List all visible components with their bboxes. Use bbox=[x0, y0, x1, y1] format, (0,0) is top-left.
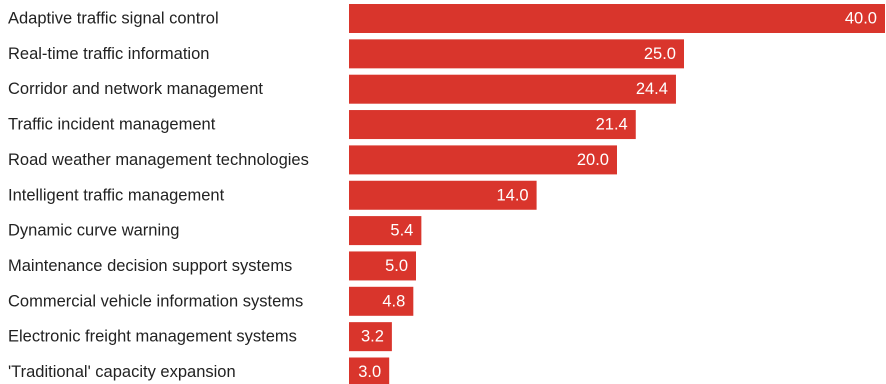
value-label: 5.4 bbox=[390, 222, 413, 240]
value-label: 14.0 bbox=[496, 186, 528, 204]
category-label: Commercial vehicle information systems bbox=[8, 292, 303, 310]
category-label: Adaptive traffic signal control bbox=[8, 10, 219, 28]
bar bbox=[349, 357, 390, 384]
value-label: 20.0 bbox=[577, 151, 609, 169]
bar bbox=[349, 286, 414, 316]
value-labels: 40.0 25.0 24.4 21.4 20.0 14.0 5.4 5.0 4.8 3.2 3.0 bbox=[358, 10, 877, 382]
bar bbox=[349, 4, 885, 33]
category-label: Electronic freight management systems bbox=[8, 328, 297, 346]
bar bbox=[349, 39, 684, 69]
value-label: 3.0 bbox=[358, 363, 381, 381]
category-label: 'Traditional' capacity expansion bbox=[8, 363, 236, 381]
value-label: 3.2 bbox=[361, 328, 384, 346]
bar bbox=[349, 216, 422, 246]
category-label: Dynamic curve warning bbox=[8, 222, 179, 240]
value-label: 25.0 bbox=[644, 45, 676, 63]
bar bbox=[349, 145, 617, 175]
bar bbox=[349, 180, 537, 210]
value-label: 5.0 bbox=[385, 257, 408, 275]
value-label: 24.4 bbox=[636, 80, 668, 98]
category-label: Traffic incident management bbox=[8, 116, 216, 134]
value-label: 4.8 bbox=[382, 292, 405, 310]
category-label: Real-time traffic information bbox=[8, 45, 209, 63]
category-label: Maintenance decision support systems bbox=[8, 257, 292, 275]
category-label: Corridor and network management bbox=[8, 80, 263, 98]
value-label: 40.0 bbox=[845, 10, 877, 28]
value-label: 21.4 bbox=[596, 116, 628, 134]
bar bbox=[349, 110, 636, 140]
bar bbox=[349, 322, 392, 352]
bar bbox=[349, 251, 416, 281]
bars bbox=[349, 4, 885, 384]
category-label: Intelligent traffic management bbox=[8, 186, 225, 204]
category-label: Road weather management technologies bbox=[8, 151, 309, 169]
category-labels: Adaptive traffic signal control Real-time… bbox=[8, 10, 309, 382]
bar bbox=[349, 74, 676, 104]
